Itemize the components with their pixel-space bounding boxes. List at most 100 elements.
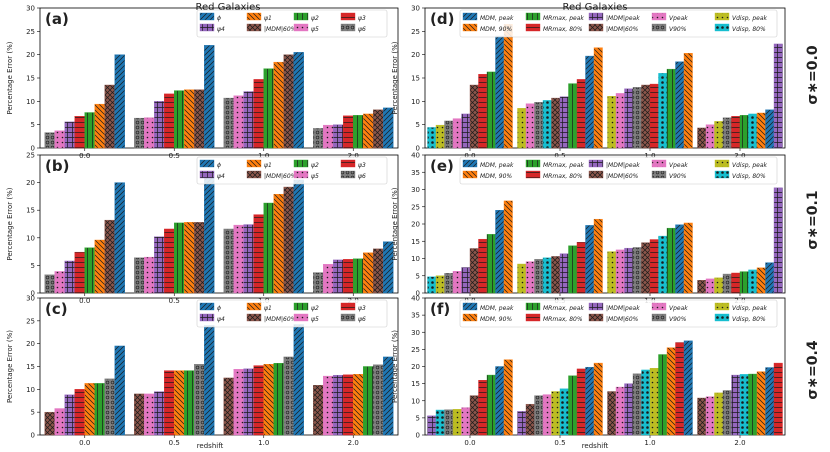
- legend-swatch: [293, 313, 309, 322]
- bar: [461, 113, 471, 149]
- legend-label: ϕ: [217, 15, 221, 22]
- legend-swatch: [588, 170, 604, 179]
- left-title: Red Galaxies: [195, 2, 260, 13]
- legend-label: MDM, 90%: [480, 26, 512, 33]
- y-tick-label: 0: [416, 145, 420, 153]
- y-tick-label: 0: [416, 290, 420, 298]
- legend-label: ψ1: [264, 15, 272, 22]
- bar: [683, 340, 693, 436]
- legend-swatch: [199, 302, 215, 311]
- bar: [615, 249, 625, 294]
- bar: [469, 84, 479, 149]
- bar: [164, 228, 175, 294]
- bar: [273, 363, 284, 436]
- bar: [542, 100, 552, 149]
- y-tick-label: 5: [31, 262, 35, 270]
- legend: MDM, peak MDM, 90% MRmax, peak MRmax, 80% |M…: [459, 156, 778, 185]
- bar: [427, 127, 437, 149]
- bar: [223, 377, 234, 436]
- legend-label: |MDM|60%: [606, 316, 639, 323]
- bar: [54, 130, 65, 149]
- bar: [576, 368, 586, 436]
- x-tick-label: 2.0: [348, 152, 359, 160]
- bar: [194, 222, 205, 294]
- bar: [714, 392, 724, 436]
- bar: [94, 239, 105, 294]
- legend-swatch: [199, 23, 215, 32]
- bar: [64, 121, 75, 149]
- bar: [74, 116, 85, 149]
- bar: [624, 383, 634, 436]
- y-tick-label: 0: [416, 432, 420, 440]
- y-tick-label: 20: [411, 363, 420, 371]
- bar: [722, 390, 732, 436]
- bar: [427, 276, 437, 294]
- bar: [461, 407, 471, 436]
- legend-label: MRmax, 80%: [543, 316, 583, 323]
- legend-label: Vpeak: [669, 162, 688, 169]
- legend-label: ψ3: [358, 15, 366, 22]
- legend-swatch: [462, 12, 478, 21]
- legend-label: |MDM|60%: [264, 316, 297, 323]
- bar: [323, 375, 334, 436]
- legend: ϕ ψ1 ψ2 ψ3 ψ4 |MDM|60% ψ5 ψ6: [196, 156, 388, 185]
- y-tick-label: 20: [26, 51, 35, 59]
- bar: [697, 280, 707, 294]
- bar: [551, 97, 561, 149]
- bar: [773, 187, 783, 294]
- legend-label: Vdisp, peak: [732, 305, 768, 312]
- legend-label: MRmax, 80%: [543, 26, 583, 33]
- bar: [243, 224, 254, 294]
- y-tick-label: 20: [26, 179, 35, 187]
- legend-swatch: [340, 12, 356, 21]
- bar: [641, 242, 651, 294]
- y-tick-label: 25: [411, 346, 420, 354]
- bar: [104, 378, 115, 436]
- y-axis-label: Percentage Error (%): [6, 187, 14, 260]
- legend-label: Vdisp, peak: [732, 15, 768, 22]
- legend-label: Vdisp, 80%: [732, 316, 766, 323]
- bar: [705, 124, 715, 149]
- bar: [585, 55, 595, 149]
- panel-letter: (a): [45, 10, 69, 28]
- bar: [607, 95, 617, 149]
- bar: [44, 132, 55, 149]
- bar: [461, 267, 471, 294]
- bar: [615, 386, 625, 436]
- bar: [658, 73, 668, 149]
- bar: [517, 411, 527, 436]
- bar: [363, 113, 374, 149]
- legend-swatch: [340, 313, 356, 322]
- legend-label: ψ6: [358, 26, 366, 33]
- bar: [478, 74, 488, 149]
- bar: [333, 374, 344, 436]
- bar: [534, 102, 544, 149]
- y-tick-label: 25: [411, 28, 420, 36]
- bar: [64, 260, 75, 294]
- y-tick-label: 15: [26, 363, 35, 371]
- bar: [427, 415, 437, 436]
- bar: [534, 395, 544, 436]
- legend-swatch: [588, 302, 604, 311]
- legend-label: ψ4: [217, 26, 225, 33]
- legend-swatch: [714, 302, 730, 311]
- legend-swatch: [714, 313, 730, 322]
- bar: [503, 200, 513, 294]
- bar: [576, 242, 586, 294]
- y-tick-label: 5: [31, 121, 35, 129]
- panel-f: 0 5 10 15 20 25 30 35 40 Percentage Error (%) (f) 0…: [391, 295, 786, 447]
- y-axis-label: Percentage Error (%): [391, 330, 399, 403]
- legend-swatch: [525, 313, 541, 322]
- bar: [74, 389, 85, 436]
- x-tick-label: 0.0: [79, 152, 90, 160]
- legend-swatch: [525, 23, 541, 32]
- bar: [233, 224, 244, 294]
- bar: [184, 370, 195, 436]
- y-axis-label: Percentage Error (%): [6, 41, 14, 114]
- bar: [641, 369, 651, 436]
- bar: [739, 271, 749, 294]
- x-tick-label: 0.5: [169, 152, 180, 160]
- bar: [525, 103, 535, 149]
- bar: [283, 186, 294, 294]
- legend-label: ψ1: [264, 305, 272, 312]
